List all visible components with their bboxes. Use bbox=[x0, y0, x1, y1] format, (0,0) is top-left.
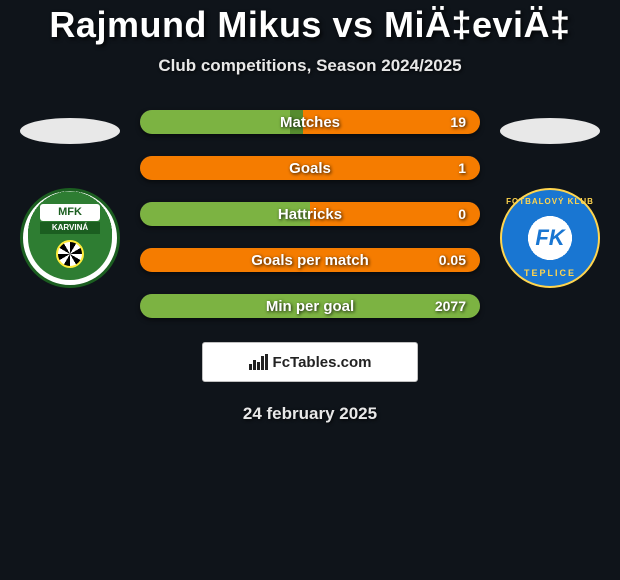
left-player-ellipse bbox=[20, 118, 120, 144]
left-player-col: MFK KARVINÁ bbox=[20, 118, 120, 288]
soccer-ball-icon bbox=[56, 240, 84, 268]
stat-label: Min per goal bbox=[266, 298, 354, 315]
stat-value-right: 19 bbox=[450, 114, 466, 130]
right-player-col: FOTBALOVÝ KLUB FK TEPLICE bbox=[500, 118, 600, 288]
stat-label: Matches bbox=[280, 114, 340, 131]
stat-value-right: 2077 bbox=[435, 298, 466, 314]
stat-value-right: 1 bbox=[458, 160, 466, 176]
right-club-badge: FOTBALOVÝ KLUB FK TEPLICE bbox=[500, 188, 600, 288]
stat-pill: Min per goal 2077 bbox=[140, 294, 480, 318]
snapshot-date: 24 february 2025 bbox=[0, 404, 620, 424]
left-club-top: MFK bbox=[40, 204, 100, 221]
stat-pill: Matches 19 bbox=[140, 110, 480, 134]
bar-chart-icon bbox=[249, 354, 267, 370]
comparison-title: Rajmund Mikus vs MiÄ‡eviÄ‡ bbox=[0, 0, 620, 46]
stat-value-right: 0 bbox=[458, 206, 466, 222]
stat-label: Goals bbox=[289, 160, 331, 177]
stats-column: Matches 19 Goals 1 Hattricks 0 Goals per match… bbox=[140, 110, 480, 318]
stat-segment bbox=[140, 110, 290, 134]
stat-value-right: 0.05 bbox=[439, 252, 466, 268]
stat-label: Hattricks bbox=[278, 206, 342, 223]
comparison-body: MFK KARVINÁ Matches19Goals1Hattricks0Goa… bbox=[0, 118, 620, 318]
right-player-ellipse bbox=[500, 118, 600, 144]
brand-attribution[interactable]: FcTables.com bbox=[202, 342, 418, 382]
stat-label: Goals per match bbox=[251, 252, 369, 269]
left-club-bottom: KARVINÁ bbox=[40, 222, 100, 234]
brand-text: FcTables.com bbox=[273, 354, 372, 371]
stat-pill: Goals per match 0.05 bbox=[140, 248, 480, 272]
stat-pill: Goals 1 bbox=[140, 156, 480, 180]
season-subtitle: Club competitions, Season 2024/2025 bbox=[0, 56, 620, 76]
left-club-badge: MFK KARVINÁ bbox=[20, 188, 120, 288]
stat-pill: Hattricks 0 bbox=[140, 202, 480, 226]
right-club-ring-bottom: TEPLICE bbox=[506, 194, 594, 282]
